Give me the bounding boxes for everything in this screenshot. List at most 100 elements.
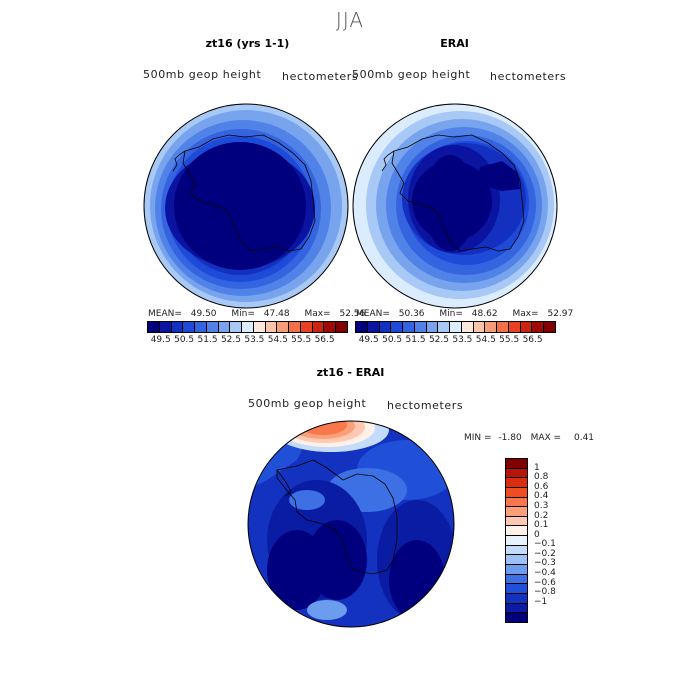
antarctica-coastline-erai — [391, 134, 525, 252]
colorbar-swatch — [520, 322, 533, 332]
colorbar-swatch — [242, 322, 254, 332]
colorbar-tick-label: −0.1 — [534, 539, 556, 550]
stat-mean-value: 49.50 — [190, 309, 217, 319]
colorbar-tick-label: 50.5 — [382, 335, 403, 345]
stat-min-value: 47.48 — [263, 309, 290, 319]
colorbar-swatch — [379, 322, 392, 332]
colorbar-labels-model: 49.5 50.5 51.5 52.5 53.5 54.5 55.5 56.5 — [147, 335, 346, 347]
colorbar-swatch — [506, 565, 527, 575]
colorbar-tick-label: 56.5 — [522, 335, 543, 345]
colorbar-swatch — [426, 322, 439, 332]
colorbar-swatch — [506, 516, 527, 527]
figure-title: JJA — [335, 8, 365, 32]
colorbar-swatch — [324, 322, 337, 332]
stat-min-label: Min= — [231, 309, 255, 319]
colorbar-swatch — [171, 322, 184, 332]
peninsula-model — [172, 150, 186, 172]
stat-min-label: MIN = — [464, 433, 492, 443]
panel-subtitle-model: 500mb geop height — [143, 68, 262, 81]
colorbar-swatch — [506, 545, 527, 556]
colorbar-tick-label: −1 — [534, 596, 548, 607]
colorbar-swatch — [336, 322, 348, 332]
panel-units-model: hectometers — [282, 70, 359, 83]
stats-diff: MIN = -1.80 MAX = 0.41 — [464, 433, 594, 443]
colorbar-tick-label: 52.5 — [220, 335, 241, 345]
stat-max-value: 52.97 — [547, 309, 574, 319]
colorbar-tick-label: 54.5 — [475, 335, 496, 345]
stat-min-value: -1.80 — [498, 433, 522, 443]
peninsula-diff — [276, 469, 292, 497]
stat-min-label: Min= — [439, 309, 463, 319]
colorbar-tick-label: 55.5 — [499, 335, 520, 345]
colorbar-swatch — [367, 322, 380, 332]
colorbar-tick-label: 0.1 — [534, 520, 549, 531]
colorbar-swatch — [506, 526, 527, 537]
stat-max-label: MAX = — [530, 433, 562, 443]
colorbar-tick-label: 0.8 — [534, 472, 549, 483]
colorbar-swatch — [218, 322, 231, 332]
colorbar-swatch — [473, 322, 486, 332]
colorbar-labels-erai: 49.5 50.5 51.5 52.5 53.5 54.5 55.5 56.5 — [355, 335, 554, 347]
stat-max-label: Max= — [304, 309, 331, 319]
colorbar-swatch — [506, 574, 527, 585]
colorbar-swatch — [403, 322, 415, 332]
colorbar-swatch — [532, 322, 545, 332]
peninsula-erai — [381, 150, 395, 172]
colorbar-swatch — [300, 322, 313, 332]
colorbar-tick-label: 0.3 — [534, 500, 549, 511]
colorbar-tick-label: 56.5 — [314, 335, 335, 345]
colorbar-tick-label: 54.5 — [267, 335, 288, 345]
stat-max-value: 52.56 — [339, 309, 366, 319]
colorbar-swatch — [506, 507, 527, 517]
colorbar-swatch — [508, 322, 521, 332]
stats-model: MEAN= 49.50 Min= 47.48 Max= 52.56 — [148, 309, 365, 319]
colorbar-swatch — [195, 322, 207, 332]
colorbar-swatch — [506, 468, 527, 479]
panel-title-model: zt16 (yrs 1-1) — [205, 37, 290, 50]
colorbar-swatch — [230, 322, 243, 332]
colorbar-swatch — [506, 555, 527, 566]
panel-subtitle-diff: 500mb geop height — [248, 397, 367, 410]
contour-fill-erai — [353, 104, 557, 308]
colorbar-swatch — [206, 322, 219, 332]
colorbar-swatch — [506, 478, 527, 488]
colorbar-swatch — [265, 322, 278, 332]
colorbar-swatch — [289, 322, 301, 332]
colorbar-tick-label: 0.6 — [534, 481, 549, 492]
panel-subtitle-erai: 500mb geop height — [352, 68, 471, 81]
colorbar-tick-label: −0.6 — [534, 577, 556, 588]
map-border-model — [143, 103, 349, 309]
colorbar-swatch — [506, 536, 527, 546]
colorbar-tick-label: 0.4 — [534, 491, 549, 502]
colorbar-tick-label: 51.5 — [197, 335, 218, 345]
colorbar-swatch — [506, 459, 527, 469]
colorbar-tick-label: 0.2 — [534, 510, 549, 521]
colorbar-swatch — [506, 593, 527, 604]
panel-title-erai: ERAI — [440, 37, 469, 50]
colorbar-swatch — [414, 322, 427, 332]
colorbar-swatch — [450, 322, 462, 332]
colorbar-swatch — [312, 322, 325, 332]
colorbar-tick-label: −0.8 — [534, 587, 556, 598]
colorbar-swatch — [506, 603, 527, 614]
polar-map-erai — [352, 103, 558, 309]
colorbar-tick-label: 1 — [534, 462, 540, 473]
stat-mean-value: 50.36 — [398, 309, 425, 319]
colorbar-swatch — [461, 322, 474, 332]
stat-mean-label: MEAN= — [356, 309, 390, 319]
colorbar-swatch — [485, 322, 498, 332]
stat-max-label: Max= — [512, 309, 539, 319]
colorbar-swatch — [506, 613, 527, 622]
colorbar-model — [147, 321, 348, 333]
colorbar-tick-label: 50.5 — [174, 335, 195, 345]
colorbar-swatch — [356, 322, 368, 332]
map-border-erai — [352, 103, 558, 309]
colorbar-swatch — [544, 322, 556, 332]
colorbar-diff — [505, 458, 528, 623]
colorbar-swatch — [391, 322, 404, 332]
colorbar-swatch — [506, 584, 527, 594]
colorbar-tick-label: −0.2 — [534, 548, 556, 559]
stat-mean-label: MEAN= — [148, 309, 182, 319]
stat-max-value: 0.41 — [573, 433, 595, 443]
polar-map-diff — [247, 420, 455, 628]
